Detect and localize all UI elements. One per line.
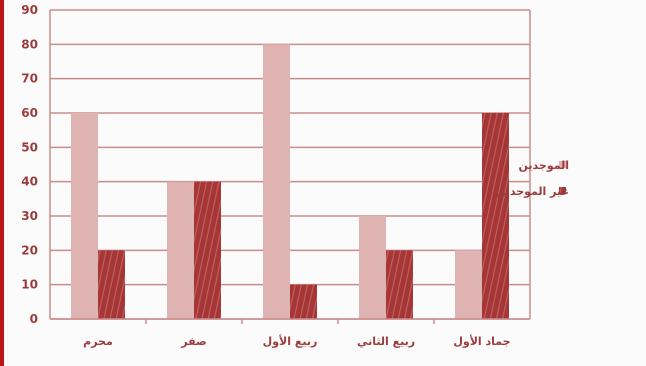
bar-series2-4 <box>482 113 509 319</box>
bar-series2-1 <box>194 181 221 319</box>
bar-series2-0 <box>98 250 125 319</box>
legend-label-0: الموجدين <box>519 159 569 172</box>
legend-swatch-0 <box>559 161 566 168</box>
bar-series1-2 <box>263 44 290 319</box>
y-tick-label-40: 40 <box>21 175 38 189</box>
bar-chart: 0 10 20 30 40 50 60 70 80 90 محرم صفر ربيع الأول ربيع… <box>21 3 569 348</box>
bar-series2-2 <box>290 284 317 319</box>
y-tick-label-60: 60 <box>21 106 38 120</box>
x-tick-label-1: صفر <box>180 335 206 348</box>
y-tick-label-90: 90 <box>21 3 38 17</box>
bar-series1-1 <box>167 181 194 319</box>
y-tick-label-0: 0 <box>30 312 38 326</box>
bar-series2-3 <box>386 250 413 319</box>
x-tick-label-0: محرم <box>83 335 113 348</box>
y-tick-label-10: 10 <box>21 278 38 292</box>
bar-series1-4 <box>455 250 482 319</box>
y-tick-label-70: 70 <box>21 72 38 86</box>
legend-label-1: غير الموجدين <box>496 185 569 198</box>
y-tick-label-30: 30 <box>21 209 38 223</box>
bar-series1-3 <box>359 216 386 319</box>
x-tick-label-3: ربيع الثاني <box>357 335 415 348</box>
y-tick-label-80: 80 <box>21 37 38 51</box>
x-tick-label-2: ربيع الأول <box>263 334 318 348</box>
legend-swatch-1 <box>559 187 566 194</box>
y-tick-label-50: 50 <box>21 140 38 154</box>
x-tick-label-4: جماد الأول <box>453 334 510 348</box>
bar-series1-0 <box>71 113 98 319</box>
y-tick-label-20: 20 <box>21 243 38 257</box>
